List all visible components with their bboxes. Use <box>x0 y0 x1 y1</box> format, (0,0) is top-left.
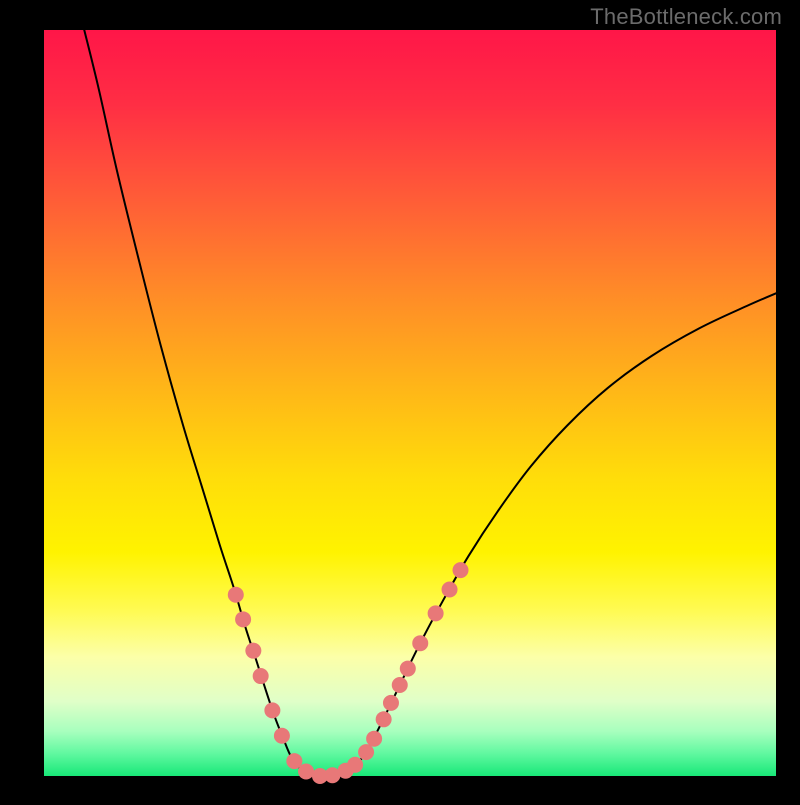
curve-marker <box>366 731 382 747</box>
curve-marker <box>442 582 458 598</box>
curve-marker <box>400 661 416 677</box>
curve-marker <box>392 677 408 693</box>
curve-marker <box>228 587 244 603</box>
curve-marker <box>376 711 392 727</box>
curve-marker <box>453 562 469 578</box>
curve-marker <box>412 635 428 651</box>
curve-marker <box>298 764 314 780</box>
curve-marker <box>253 668 269 684</box>
curve-marker <box>264 702 280 718</box>
watermark-text: TheBottleneck.com <box>590 4 782 30</box>
curve-marker <box>235 611 251 627</box>
chart-container <box>0 0 800 800</box>
curve-marker <box>428 605 444 621</box>
curve-marker <box>383 695 399 711</box>
curve-marker <box>245 643 261 659</box>
curve-marker <box>274 728 290 744</box>
curve-marker <box>358 744 374 760</box>
chart-svg <box>0 0 800 800</box>
curve-marker <box>347 757 363 773</box>
